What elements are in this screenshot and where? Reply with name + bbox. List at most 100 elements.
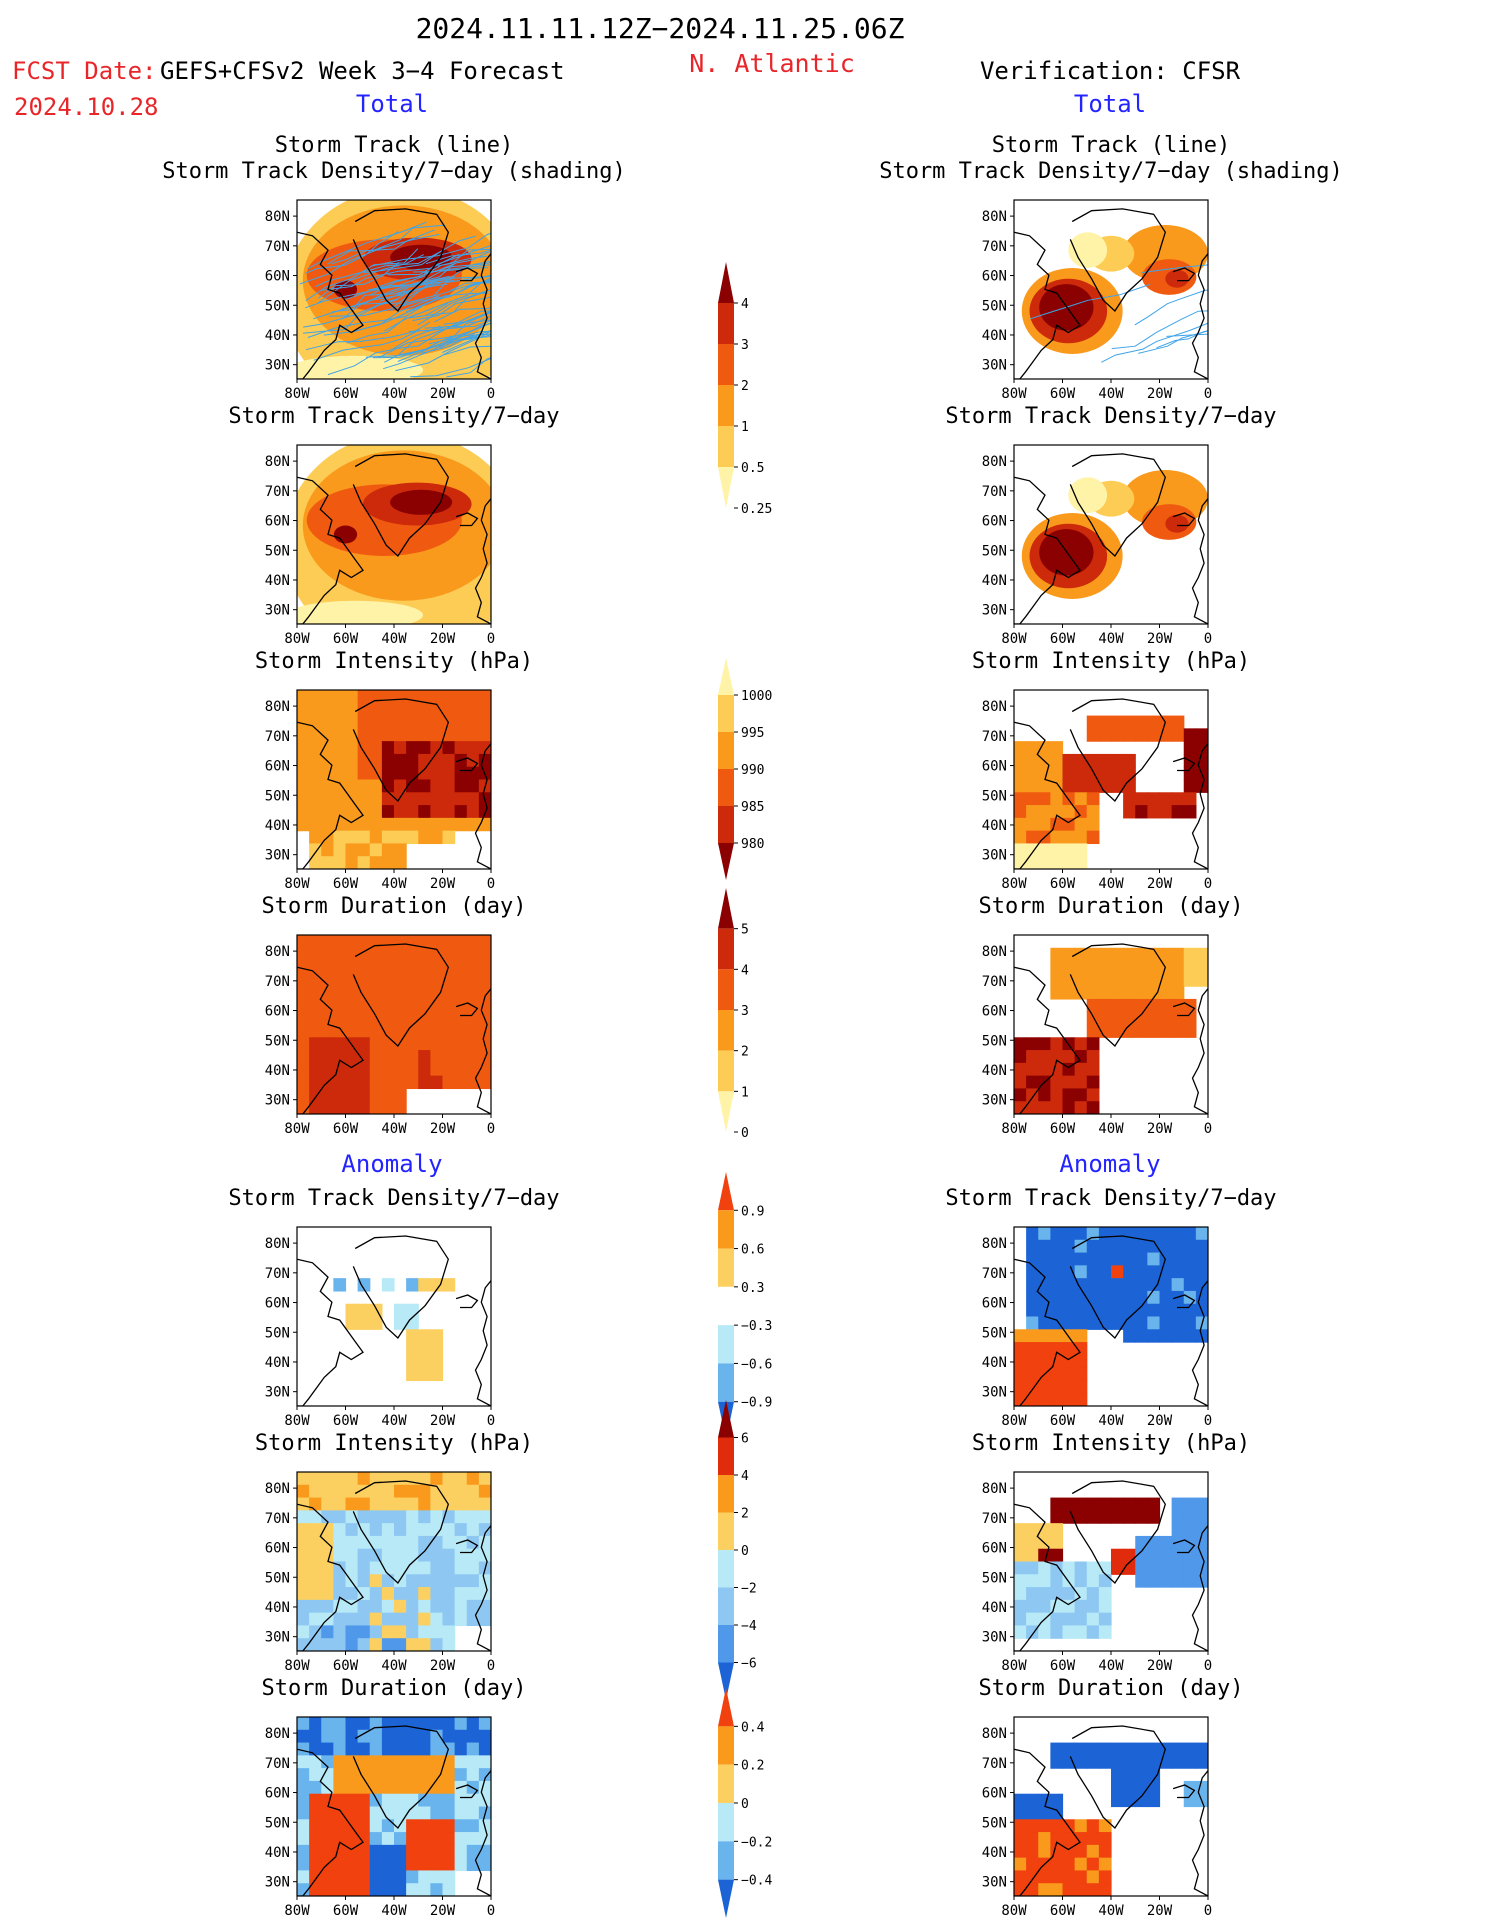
lon-tick-label: 0 xyxy=(1204,1121,1212,1137)
shade-cell xyxy=(418,1497,431,1511)
shade-cell xyxy=(357,986,371,1000)
shade-cell xyxy=(297,1535,310,1550)
shade-cell xyxy=(418,1062,431,1077)
shade-cell xyxy=(1050,1755,1064,1769)
shade-cell xyxy=(1050,973,1064,987)
shade-cell xyxy=(381,1832,395,1846)
shade-cell xyxy=(1183,1755,1197,1769)
shade-cell xyxy=(1086,1561,1100,1575)
shade-cell xyxy=(406,973,419,987)
shade-cell xyxy=(430,792,444,806)
shade-cell xyxy=(1062,1587,1076,1601)
shade-cell xyxy=(1014,1342,1027,1356)
colorbar-label: 0.4 xyxy=(741,1720,765,1735)
shade-cell xyxy=(1123,986,1136,1000)
shade-cell xyxy=(406,1638,419,1651)
shade-cell xyxy=(1183,1329,1197,1343)
shade-cell xyxy=(454,1844,468,1859)
shade-cell xyxy=(357,1729,371,1744)
shade-cell xyxy=(1123,998,1136,1013)
shade-cell xyxy=(1147,792,1161,806)
shade-cell xyxy=(1195,947,1208,962)
shade-cell xyxy=(1147,973,1161,987)
shade-cell xyxy=(1026,817,1039,832)
shade-cell xyxy=(478,1484,491,1499)
shade-cell xyxy=(1123,1510,1136,1524)
shade-cell xyxy=(1098,1024,1112,1038)
shade-cell xyxy=(357,1510,371,1524)
shade-cell xyxy=(297,1075,310,1090)
shade-cell xyxy=(369,1574,383,1588)
shade-cell xyxy=(1183,1227,1197,1241)
shade-cell xyxy=(1123,1303,1136,1318)
shade-cell xyxy=(430,1075,444,1090)
shade-cell xyxy=(430,1523,444,1537)
shade-cell xyxy=(381,1717,395,1731)
shade-cell xyxy=(466,690,480,704)
shade-cell xyxy=(418,766,431,781)
shade-cell xyxy=(369,1755,383,1769)
shade-cell xyxy=(394,1574,407,1588)
shade-cell xyxy=(394,935,407,949)
shade-cell xyxy=(321,1638,334,1651)
lon-tick-label: 20W xyxy=(1147,631,1173,647)
shade-cell xyxy=(394,1024,407,1038)
lon-tick-label: 40W xyxy=(381,1658,407,1674)
colorbar-segment xyxy=(718,1625,734,1663)
shade-cell xyxy=(1014,1329,1027,1343)
lon-tick-label: 80W xyxy=(1001,1903,1027,1919)
shade-cell xyxy=(394,792,407,806)
shade-cell xyxy=(1123,805,1136,819)
lon-tick-label: 0 xyxy=(487,1903,495,1919)
shade-cell xyxy=(1086,1316,1100,1330)
shade-cell xyxy=(1098,1819,1112,1833)
shade-cell xyxy=(357,1050,371,1064)
lon-tick-label: 0 xyxy=(1204,1658,1212,1674)
shade-cell xyxy=(381,1075,395,1090)
shade-cell xyxy=(1014,1793,1027,1808)
colorbar-segment xyxy=(718,303,734,344)
shade-cell xyxy=(1086,779,1100,793)
lat-tick-label: 40N xyxy=(982,1600,1007,1616)
shade-cell xyxy=(430,1819,444,1833)
shade-cell xyxy=(297,1768,310,1782)
shade-cell xyxy=(442,1587,456,1601)
shade-cell xyxy=(1038,1548,1051,1563)
shade-cell xyxy=(309,973,322,987)
shade-cell xyxy=(1098,960,1112,974)
shade-cell xyxy=(297,1472,310,1486)
shade-cell xyxy=(1086,1587,1100,1601)
storm-track-line xyxy=(446,357,491,378)
shade-cell xyxy=(321,1523,334,1537)
shade-cell xyxy=(1038,817,1051,832)
shade-cell xyxy=(381,1768,395,1782)
shade-cell xyxy=(478,702,491,717)
lon-tick-label: 40W xyxy=(1098,1658,1124,1674)
shade-cell xyxy=(297,805,310,819)
shade-cell xyxy=(345,1870,359,1884)
shade-cell xyxy=(1074,1599,1088,1614)
shade-cell xyxy=(1050,1239,1064,1254)
shade-cell xyxy=(1086,1612,1100,1627)
shade-cell xyxy=(357,973,371,987)
shade-cell xyxy=(321,1819,334,1833)
shade-cell xyxy=(1147,1278,1161,1292)
lon-tick-label: 60W xyxy=(1050,1413,1076,1429)
shade-cell xyxy=(369,1062,383,1077)
shade-cell xyxy=(1050,1342,1064,1356)
shade-cell xyxy=(1014,1832,1027,1846)
colorbar-segment xyxy=(718,426,734,467)
shade-cell xyxy=(430,766,444,781)
shade-cell xyxy=(297,690,310,704)
colorbar-label: 4 xyxy=(741,963,749,978)
shade-cell xyxy=(1123,753,1136,768)
shade-cell xyxy=(357,792,371,806)
shade-cell xyxy=(1062,843,1076,857)
shade-cell xyxy=(394,1599,407,1614)
shade-cell xyxy=(394,1612,407,1627)
storm-track-line xyxy=(330,229,435,265)
shade-cell xyxy=(1050,843,1064,857)
greenland-coast xyxy=(1069,943,1167,1048)
shade-blob xyxy=(1068,232,1108,269)
